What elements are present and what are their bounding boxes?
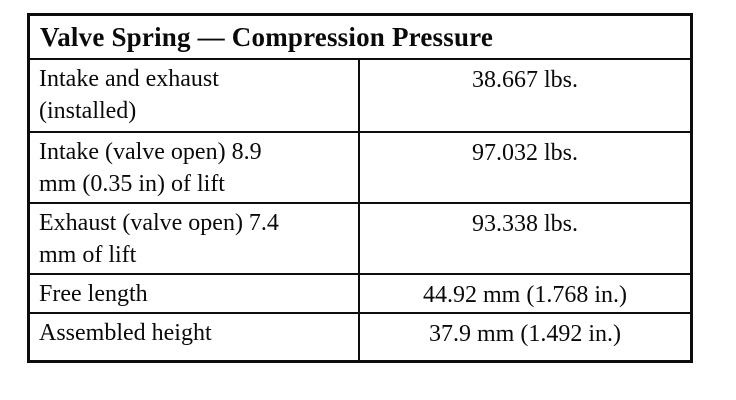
- table-row: Assembled height 37.9 mm (1.492 in.): [30, 312, 690, 360]
- table-row: Intake (valve open) 8.9 mm (0.35 in) of …: [30, 131, 690, 202]
- row-label-exhaust-valve-open: Exhaust (valve open) 7.4 mm of lift: [30, 204, 360, 273]
- row-label-free-length: Free length: [30, 275, 360, 312]
- row-value-assembled-height: 37.9 mm (1.492 in.): [429, 321, 621, 347]
- table-row: Exhaust (valve open) 7.4 mm of lift 93.3…: [30, 202, 690, 273]
- row-label-intake-valve-open: Intake (valve open) 8.9 mm (0.35 in) of …: [30, 133, 360, 202]
- row-value-intake-exhaust-installed: 38.667 lbs.: [471, 67, 578, 93]
- table-row: Free length 44.92 mm (1.768 in.): [30, 273, 690, 312]
- row-value-free-length: 44.92 mm (1.768 in.): [423, 282, 627, 308]
- table-title: Valve Spring — Compression Pressure: [40, 21, 494, 52]
- row-value-intake-valve-open: 97.032 lbs.: [471, 140, 578, 166]
- row-label-intake-exhaust-installed: Intake and exhaust (installed): [30, 60, 360, 131]
- table-header-row: Valve Spring — Compression Pressure: [30, 16, 690, 58]
- row-label-assembled-height: Assembled height: [30, 314, 360, 360]
- table-row: Intake and exhaust (installed) 38.667 lb…: [30, 58, 690, 131]
- row-value-exhaust-valve-open: 93.338 lbs.: [471, 211, 578, 237]
- valve-spring-spec-table: Valve Spring — Compression Pressure Inta…: [27, 13, 693, 363]
